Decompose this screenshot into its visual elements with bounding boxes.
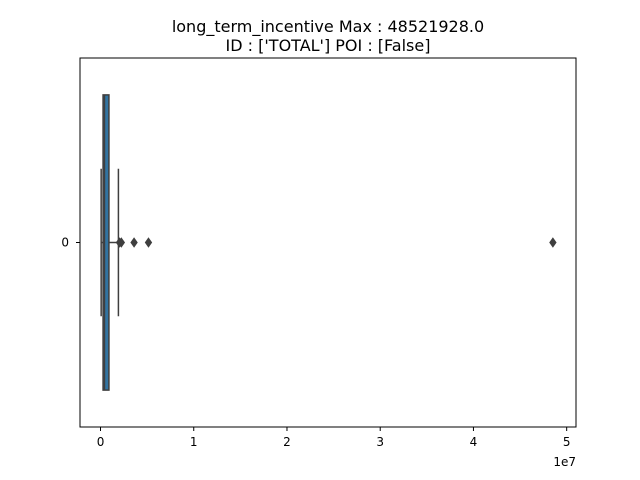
x-tick-label: 5 xyxy=(563,435,571,449)
x-tick-label: 2 xyxy=(283,435,291,449)
flier-point xyxy=(144,237,153,248)
x-tick-label: 0 xyxy=(97,435,105,449)
plot-content xyxy=(100,94,557,391)
x-tick-label: 1 xyxy=(190,435,198,449)
chart-title-line2: ID : ['TOTAL'] POI : [False] xyxy=(226,36,431,55)
flier-point xyxy=(117,237,126,248)
box-iqr xyxy=(102,94,110,391)
chart-title-line1: long_term_incentive Max : 48521928.0 xyxy=(172,17,484,37)
x-axis-offset-label: 1e7 xyxy=(553,455,576,469)
plot-frame xyxy=(79,57,577,428)
y-tick-label: 0 xyxy=(61,236,69,250)
flier-point xyxy=(549,237,557,248)
flier-point xyxy=(130,237,138,248)
x-axis: 0 1 2 3 4 5 xyxy=(97,427,571,449)
y-axis: 0 xyxy=(61,236,80,250)
x-tick-label: 4 xyxy=(470,435,478,449)
x-tick-label: 3 xyxy=(376,435,384,449)
